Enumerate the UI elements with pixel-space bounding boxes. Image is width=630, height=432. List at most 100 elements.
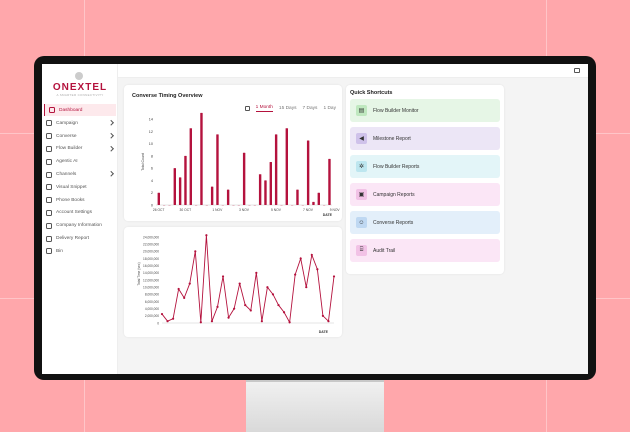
converse-time-card: 0 2,000,000 4,000,000 6,000,000 8,000,000 10,… [124, 227, 342, 337]
y-tick-label: 0 [151, 204, 153, 208]
data-point[interactable] [221, 275, 225, 278]
printer-icon[interactable] [574, 68, 580, 73]
data-point[interactable] [194, 250, 197, 253]
tab-15-days[interactable]: 15 Days [278, 106, 297, 111]
sidebar-item-company-information[interactable]: Company Information [42, 219, 118, 232]
bar[interactable] [269, 162, 272, 205]
bar[interactable] [312, 201, 315, 205]
data-point[interactable] [305, 286, 308, 289]
data-point[interactable] [327, 320, 330, 323]
bar[interactable] [216, 134, 219, 205]
sidebar-item-bin[interactable]: Bin [42, 245, 118, 258]
sidebar-nav: Dashboard Campaign Converse Flow Builder Age… [42, 104, 118, 258]
data-point[interactable] [183, 296, 186, 300]
document-icon: ▣ [356, 189, 367, 200]
sidebar-item-account-settings[interactable]: Account Settings [42, 207, 118, 220]
bar[interactable] [242, 152, 246, 205]
y-tick-label: 16,000,000 [143, 264, 159, 268]
y-tick-label: 0 [157, 321, 159, 325]
data-point[interactable] [233, 307, 236, 310]
phonebook-icon [46, 197, 52, 204]
sidebar-item-label: Converse [56, 133, 77, 139]
users-icon: ☺ [356, 217, 367, 228]
sidebar-item-label: Channels [56, 172, 77, 178]
data-point[interactable] [205, 234, 208, 237]
shortcut-converse-reports[interactable]: ☺ Converse Reports [350, 211, 500, 234]
sidebar-item-converse[interactable]: Converse [42, 130, 118, 143]
bar[interactable] [184, 155, 187, 205]
data-point[interactable] [271, 293, 275, 296]
data-point[interactable] [166, 320, 169, 323]
data-point[interactable] [310, 253, 313, 257]
data-point[interactable] [216, 305, 219, 308]
data-point[interactable] [332, 275, 336, 278]
data-point[interactable] [288, 321, 291, 324]
shortcut-flow-builder-reports[interactable]: ✲ Flow Builder Reports [350, 155, 500, 178]
data-point[interactable] [255, 271, 258, 274]
sidebar-item-phone-books[interactable]: Phone Books [42, 194, 118, 207]
logo-tagline: A SMARTER CONNECTIVITY [56, 93, 104, 97]
bar[interactable] [296, 189, 299, 205]
sidebar-item-flow-builder[interactable]: Flow Builder [42, 143, 118, 156]
sidebar-item-delivery-report[interactable]: Delivery Report [42, 232, 118, 245]
data-point[interactable] [277, 303, 280, 307]
network-icon: ✲ [356, 161, 367, 172]
shortcut-audit-trail[interactable]: ⌸ Audit Trail [350, 239, 500, 262]
shortcut-campaign-reports[interactable]: ▣ Campaign Reports [350, 183, 500, 206]
bar[interactable] [178, 177, 182, 205]
data-point[interactable] [160, 312, 164, 316]
data-point[interactable] [294, 273, 297, 276]
calendar-icon[interactable] [244, 106, 250, 111]
series-line [161, 235, 335, 324]
data-point[interactable] [299, 257, 302, 260]
logo-text: ONEXTEL [52, 82, 108, 93]
shortcut-milestone-report[interactable]: ◀ Milestone Report [350, 127, 500, 150]
sidebar-item-campaign[interactable]: Campaign [42, 117, 118, 130]
data-point[interactable] [266, 286, 269, 289]
collapse-sidebar-icon[interactable] [75, 72, 83, 80]
data-point[interactable] [321, 314, 325, 317]
sidebar-item-dashboard[interactable]: Dashboard [44, 104, 116, 116]
y-axis-label: Total Count [141, 153, 145, 171]
bar[interactable] [274, 134, 278, 205]
tab-1-month[interactable]: 1 Month [255, 105, 273, 112]
snippet-icon [46, 184, 52, 191]
data-point[interactable] [227, 316, 230, 319]
y-tick-label: 4,000,000 [145, 307, 159, 311]
tab-1-day[interactable]: 1 Day [323, 106, 336, 111]
chevron-right-icon [107, 171, 113, 177]
data-point[interactable] [199, 321, 202, 324]
data-point[interactable] [177, 287, 180, 291]
x-axis-label: DATE [323, 213, 333, 217]
data-point[interactable] [210, 320, 214, 323]
shortcut-flow-builder-monitor[interactable]: ▤ Flow Builder Monitor [350, 99, 500, 122]
data-point[interactable] [282, 311, 286, 314]
data-point[interactable] [316, 268, 319, 271]
sidebar-item-agentic-ai[interactable]: Agentic AI [42, 155, 118, 168]
data-point[interactable] [188, 282, 191, 285]
data-point[interactable] [260, 320, 263, 323]
bar[interactable] [173, 168, 176, 205]
bar[interactable] [226, 189, 230, 205]
x-axis-label: DATE [319, 330, 329, 334]
data-point[interactable] [171, 317, 175, 320]
bar[interactable] [157, 192, 160, 205]
bar[interactable] [264, 180, 267, 205]
sidebar-item-visual-snippet[interactable]: Visual Snippet [42, 181, 118, 194]
sidebar: ONEXTEL A SMARTER CONNECTIVITY Dashboard… [42, 64, 118, 374]
shortcut-label: Flow Builder Monitor [373, 107, 419, 114]
bar[interactable] [285, 128, 288, 205]
bar[interactable] [328, 158, 331, 205]
bar[interactable] [210, 186, 214, 205]
bar[interactable] [189, 128, 192, 205]
bar[interactable] [306, 140, 310, 206]
data-point[interactable] [249, 309, 252, 312]
sidebar-item-channels[interactable]: Channels [42, 168, 118, 181]
data-point[interactable] [238, 282, 241, 285]
tab-7-days[interactable]: 7 Days [302, 106, 318, 111]
bar[interactable] [317, 192, 320, 205]
bar[interactable] [200, 112, 203, 205]
data-point[interactable] [244, 303, 247, 307]
y-tick-label: 12,000,000 [143, 278, 159, 282]
bar[interactable] [258, 174, 262, 205]
